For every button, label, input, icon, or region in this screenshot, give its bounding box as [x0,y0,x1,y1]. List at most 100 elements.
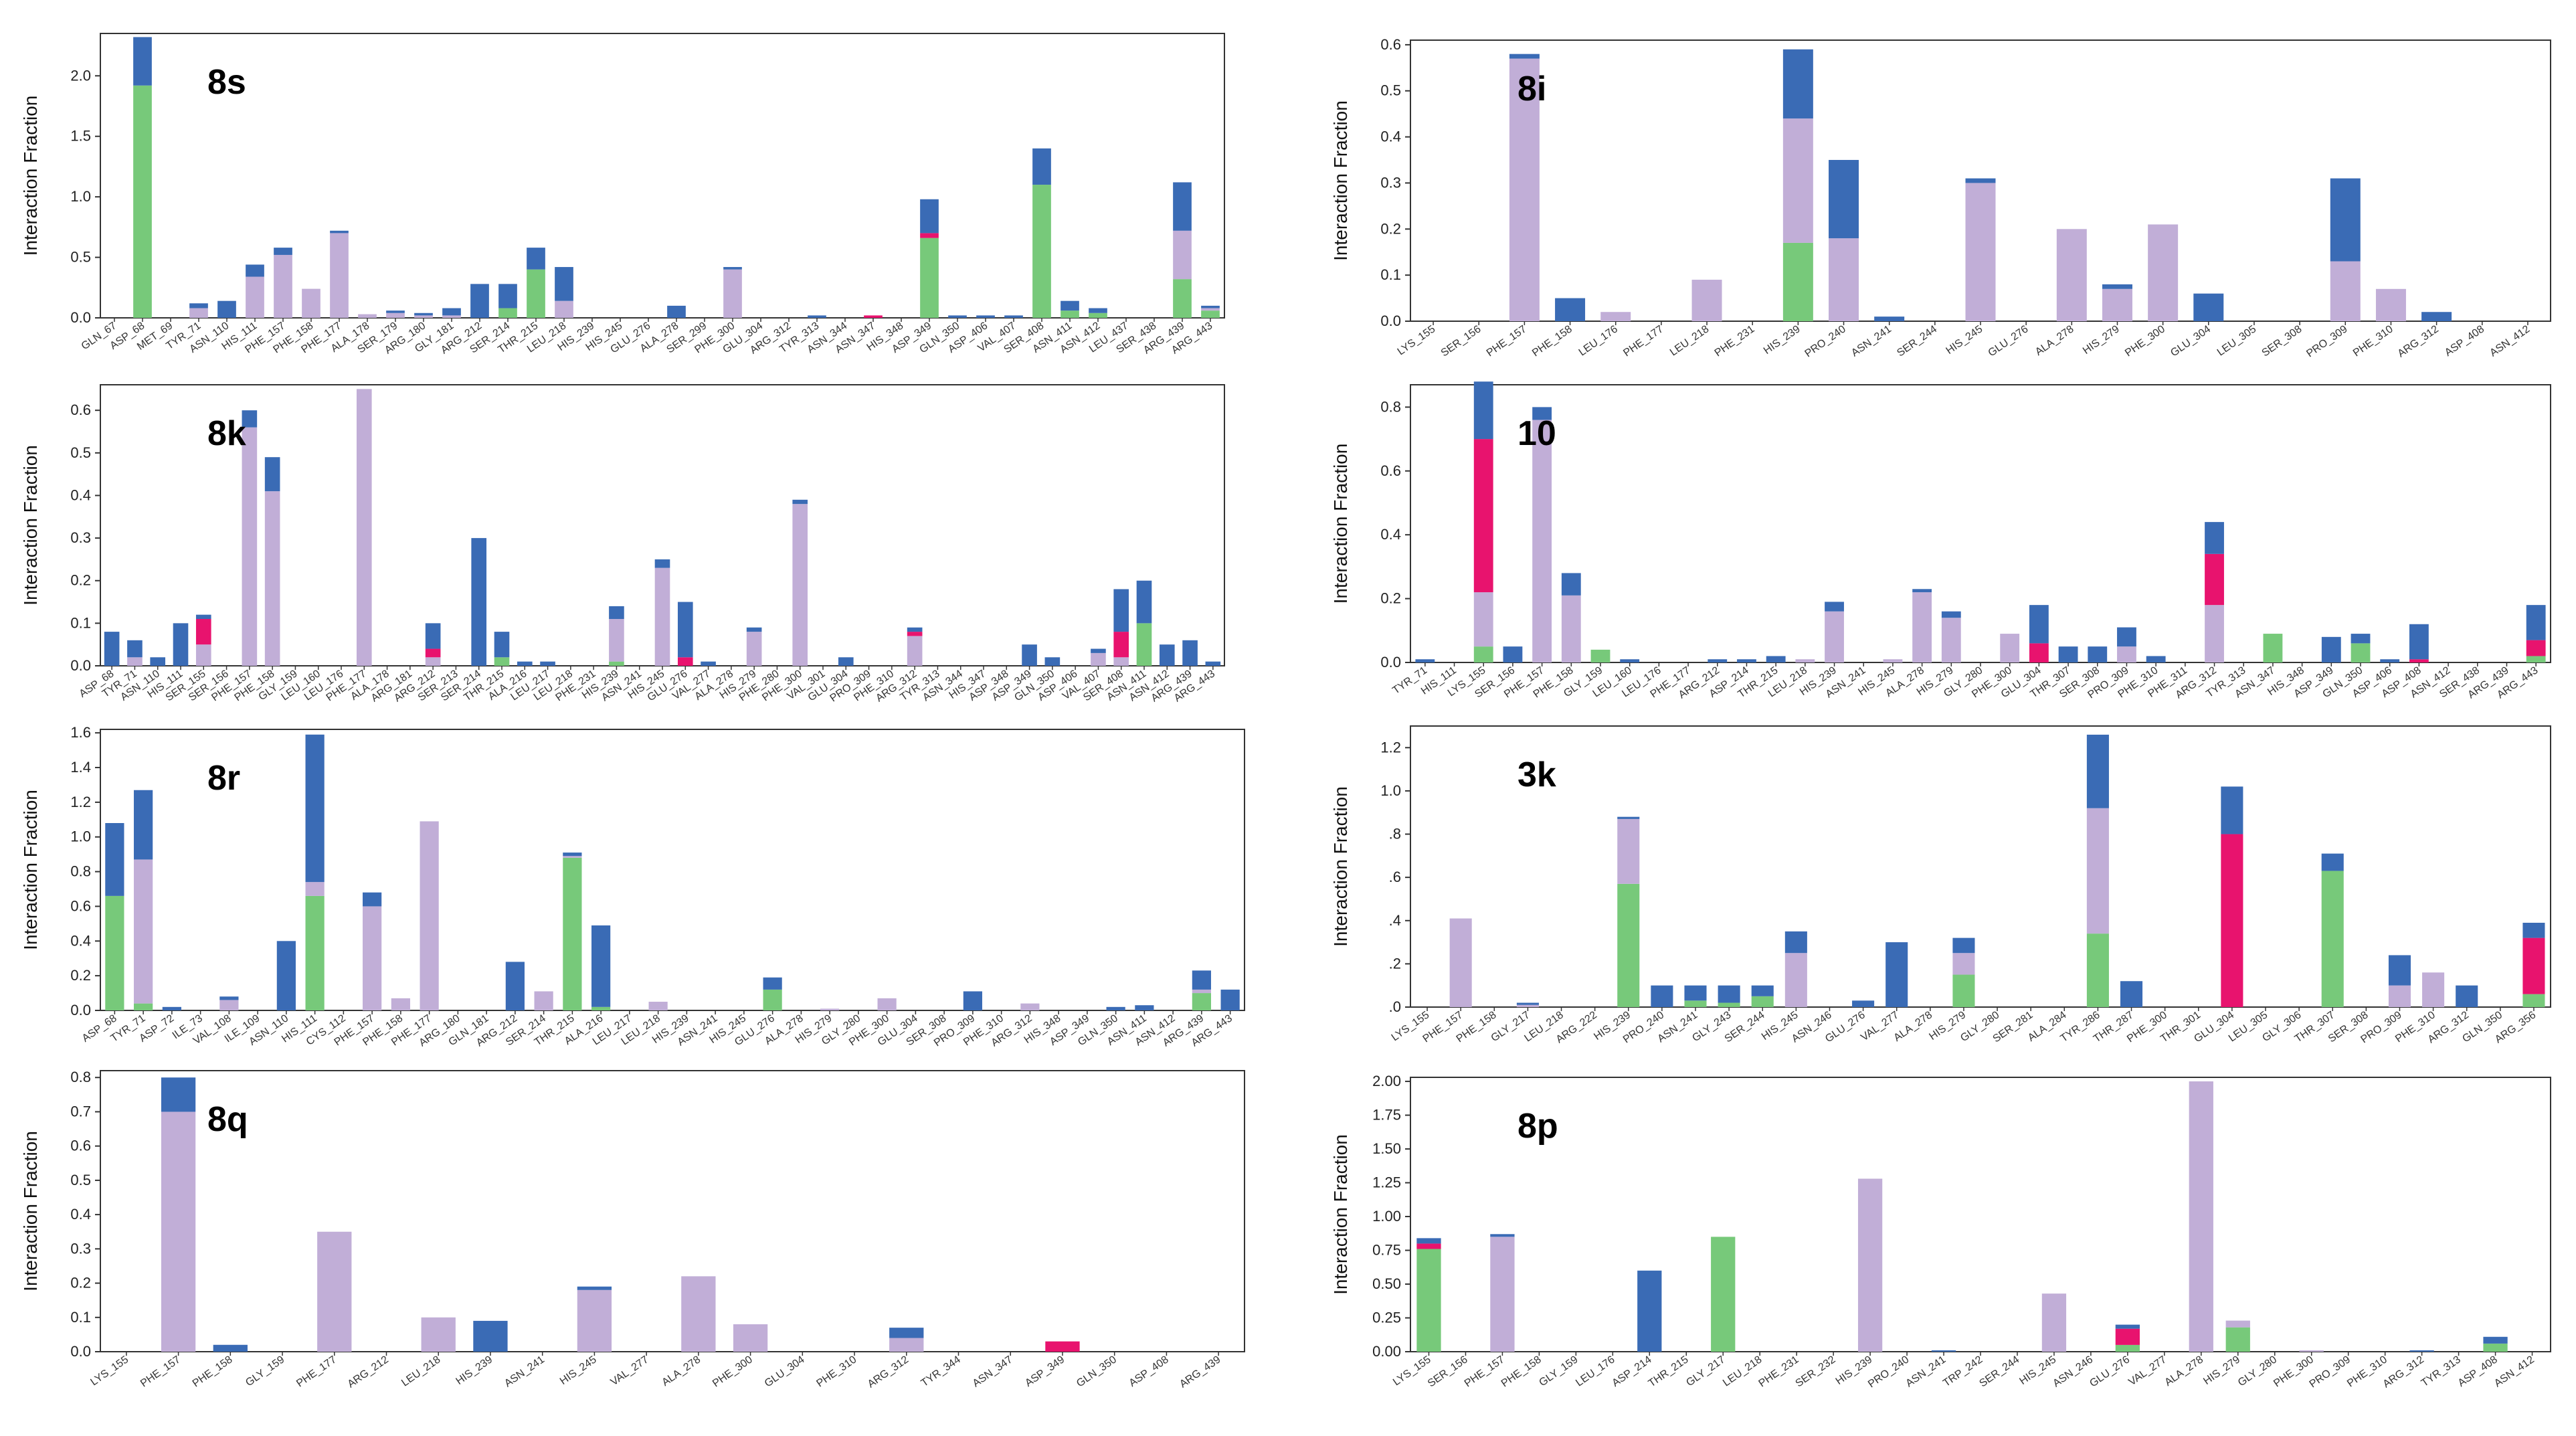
y-tick-label: 0.1 [1380,266,1401,283]
bar-tyr-286-hbond [2086,933,2109,1007]
bar-his-245-hydrophobic [654,567,670,666]
bar-phe-157-water [274,248,292,255]
bar-pro-240-hydrophobic [1829,238,1859,321]
x-tick-label: TYR_313 [2419,1354,2463,1389]
x-tick-label: HIS_279 [2081,323,2122,357]
y-tick-label: 0.6 [70,401,91,418]
y-tick-label: 1.6 [70,724,91,741]
bar-his-111-hbond [305,895,325,1010]
y-tick-label: 0.4 [1380,526,1401,543]
bar-phe-310-hydrophobic [2422,972,2445,1007]
bar-pro-240-water [1651,985,1673,1007]
x-tick-label: PHE_157 [1485,323,1529,359]
y-tick-label: 0.2 [1380,590,1401,607]
bar-his-239-hydrophobic [1857,1178,1883,1352]
x-tick-label: ARG_312 [2396,323,2441,359]
y-tick-label: 0.0 [1380,312,1401,329]
x-tick-label: PHE_177 [1621,323,1665,359]
bar-phe-300-hydrophobic [723,269,742,318]
bar-his-111-water [173,623,189,666]
bar-arg-180-water [414,312,433,316]
bar-phe-158-hydrophobic [264,491,280,666]
bar-phe-157-hydrophobic [274,254,292,318]
bar-glu-304-ionic [2221,834,2243,1007]
x-tick-label: GLY_159 [1537,1354,1580,1388]
y-tick-label: 0.4 [70,486,91,503]
bar-ala-278-hydrophobic [2189,1081,2213,1352]
bar-arg-443-hydrophobic [1201,308,1220,311]
bar-his-245-water [654,559,670,568]
y-tick-label: .6 [1389,869,1401,885]
bar-his-239-hydrophobic [609,619,624,662]
x-tick-label: ALA_278 [2033,323,2076,358]
y-tick-label: 1.4 [70,759,91,776]
bar-leu-218-hydrophobic [1795,659,1815,662]
bar-lys-155-water [1473,381,1493,440]
bar-asn-411-water [1135,1005,1154,1010]
bar-ser-179-water [386,310,405,313]
bar-arg-439-hydrophobic [1192,989,1211,994]
bar-thr-215-hbond [494,657,510,666]
bar-phe-157-hydrophobic [1490,1237,1515,1352]
x-tick-label: SER_308 [2260,323,2304,359]
x-tick-label: ASP_349 [1023,1354,1067,1389]
bar-arg-312-hydrophobic [889,1338,924,1352]
y-tick-label: 0.3 [1380,174,1401,191]
bar-arg-439-hbond [1192,993,1211,1010]
bar-phe-157-hydrophobic [1449,918,1472,1007]
bar-thr-215-hydrophobic [563,856,582,858]
y-tick-label: 0.6 [1380,36,1401,53]
bar-arg-439-hydrophobic [1173,230,1192,280]
x-tick-label: ALA_278 [660,1354,703,1388]
bar-ser-408-water [1032,148,1051,185]
y-tick-label: 0.25 [1372,1310,1401,1326]
x-tick-label: PRO_309 [2304,323,2349,359]
y-tick-label: 0.1 [70,614,91,631]
x-tick-label: SER_244 [1977,1354,2021,1389]
bar-arg-212-ionic [425,648,441,658]
chart-panel-8q: 0.0 0.1 0.2 0.3 0.4 0.5 0.6 0.7 0.8 Interaction F… [20,1069,1245,1390]
bar-arg-212-water [425,623,441,649]
bar-pro-240-water [1829,160,1859,239]
bar-tyr-71-water [189,303,208,308]
y-tick-label: 0.1 [70,1309,91,1326]
bar-his-239-hydrophobic [1825,611,1844,662]
bar-asn-241-hbond [1684,1000,1707,1007]
bar-leu-218-hydrophobic [648,1002,668,1010]
panel-title: 8q [207,1100,248,1139]
bar-asn-412-water [1089,308,1107,313]
bar-phe-177-hydrophobic [317,1231,352,1352]
bar-leu-176-hydrophobic [1600,312,1631,321]
y-tick-label: .0 [1389,998,1401,1015]
chart-panel-8k: 0.0 0.1 0.2 0.3 0.4 0.5 0.6 Interaction Fractio… [20,384,1225,705]
bar-thr-307-hbond [2321,871,2344,1007]
bar-arg-443-ionic [2526,640,2546,656]
bar-arg-180-hydrophobic [414,315,433,318]
bar-tyr-71-hydrophobic [127,657,143,666]
bar-val-407-water [1091,648,1106,653]
bar-gly-159-hbond [1590,649,1611,662]
bar-arg-443-water [2526,605,2546,640]
bar-phe-300-hydrophobic [877,998,897,1010]
bar-phe-300-hydrophobic [733,1324,768,1352]
bar-ala-278-water [1912,589,1932,593]
bar-his-111-water [246,264,264,277]
bar-asn-411-water [1061,300,1079,311]
x-tick-label: SER_232 [1794,1354,1838,1389]
bar-his-279-hbond [1952,974,1975,1007]
x-tick-label: ASN_412 [2492,1354,2537,1389]
bar-phe-300-hydrophobic [2148,224,2179,321]
bar-ser-244-hbond [1751,996,1774,1007]
x-tick-label: ALA_278 [1892,1009,1934,1044]
bar-asn-241-water [1684,985,1707,1001]
bar-glu-276-water [763,977,782,990]
bar-phe-158-water [264,457,280,492]
panel-title: 8i [1517,70,1546,108]
x-tick-label: ASP_214 [1610,1354,1653,1389]
bar-his-245-water [1965,178,1996,183]
bar-his-239-water [1617,816,1640,819]
x-tick-label: LYS_155 [1396,323,1438,357]
x-tick-label: SER_156 [1439,323,1483,359]
bar-arg-443-water [1220,989,1240,1010]
chart-panel-8p: 0.00 0.25 0.50 0.75 1.00 1.25 1.50 1.75 2.00 Inte… [1330,1073,2551,1390]
